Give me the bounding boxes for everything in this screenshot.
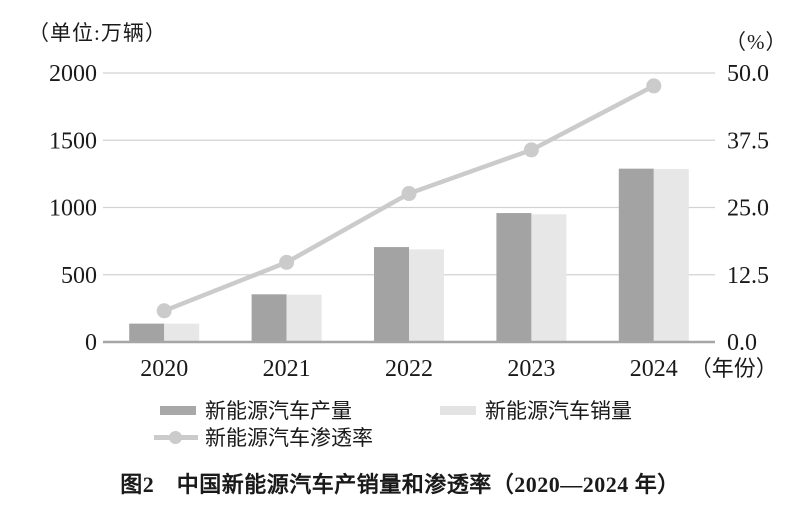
legend-label-sales: 新能源汽车销量: [485, 399, 632, 423]
legend-item-production: 新能源汽车产量: [160, 395, 352, 425]
right-axis-tick-label: 50.0: [727, 61, 769, 87]
production-bar: [129, 323, 165, 342]
production-bar: [374, 247, 409, 342]
x-axis-label: 2021: [263, 356, 311, 382]
right-axis-tick-label: 0.0: [727, 330, 757, 356]
left-axis-tick-label: 0: [85, 330, 97, 356]
x-axis-suffix-label: （年份）: [690, 356, 778, 381]
right-axis-unit-label: （%）: [725, 30, 788, 54]
production-bar: [496, 213, 532, 342]
production-bar: [251, 294, 287, 342]
penetration-line-swatch: [154, 430, 198, 444]
left-axis-tick-label: 2000: [49, 61, 97, 87]
legend-label-penetration: 新能源汽车渗透率: [205, 426, 373, 450]
left-axis-unit-label: （单位:万辆）: [28, 21, 167, 45]
legend-label-production: 新能源汽车产量: [205, 399, 352, 423]
left-axis-tick-label: 1000: [49, 196, 97, 222]
chart-plot-area: 0 0.0 500 12.5 1000 25.0 1500 37.5 2000 50.0 2020 2…: [49, 61, 778, 382]
penetration-point: [279, 254, 295, 270]
sales-bar: [653, 168, 689, 342]
right-axis-tick-label: 37.5: [727, 128, 769, 154]
x-axis-label: 2024: [630, 356, 678, 382]
penetration-point: [401, 186, 417, 202]
legend-item-penetration: 新能源汽车渗透率: [154, 422, 373, 452]
penetration-point: [156, 303, 172, 319]
production-bar: [618, 168, 654, 342]
sales-bar: [164, 323, 200, 342]
figure-caption: 图2 中国新能源汽车产销量和渗透率（2020—2024 年）: [120, 472, 680, 497]
sales-bar: [286, 294, 322, 342]
x-axis-label: 2023: [507, 356, 555, 382]
penetration-point: [523, 142, 539, 158]
x-axis-label: 2020: [140, 356, 188, 382]
x-axis-label: 2022: [385, 356, 433, 382]
left-axis-tick-label: 1500: [49, 128, 97, 154]
legend-item-sales: 新能源汽车销量: [440, 395, 632, 425]
penetration-point: [646, 78, 662, 94]
sales-bar: [409, 249, 444, 342]
right-axis-tick-label: 12.5: [727, 263, 769, 289]
right-axis-tick-label: 25.0: [727, 196, 769, 222]
penetration-dot-sample: [169, 430, 182, 444]
left-axis-tick-label: 500: [61, 263, 97, 289]
sales-bar: [531, 214, 567, 342]
production-bar-swatch: [160, 405, 196, 415]
sales-bar-swatch: [440, 405, 476, 415]
